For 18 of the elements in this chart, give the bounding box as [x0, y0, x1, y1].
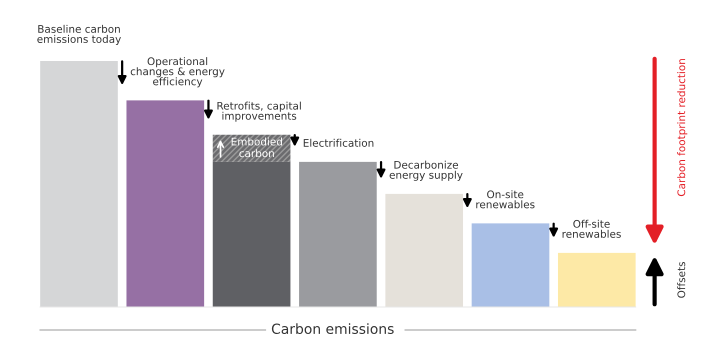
text: Offsets	[677, 262, 686, 298]
x-axis-title: Carbon emissions	[272, 323, 394, 334]
bar	[212, 134, 290, 162]
bar	[126, 100, 204, 307]
bar	[212, 162, 290, 307]
x-tick-label: Off-site renewables	[562, 220, 621, 238]
x-tick-label: Operational changes & energy efficiency	[130, 57, 225, 88]
bar	[40, 61, 118, 307]
x-tick-label: Retrofits, capital improvements	[217, 102, 301, 122]
x-tick-label: Decarbonize energy supply	[390, 160, 463, 181]
bar	[472, 223, 550, 307]
x-tick-label: Electrification	[304, 138, 374, 147]
series-label: Embodied carbon	[232, 137, 282, 158]
text: Carbon footprint reduction	[677, 59, 688, 196]
bar	[299, 162, 377, 307]
bar	[558, 252, 636, 307]
x-tick-label: On-site renewables	[476, 190, 535, 208]
x-tick-label: Baseline carbon emissions today	[37, 24, 121, 45]
